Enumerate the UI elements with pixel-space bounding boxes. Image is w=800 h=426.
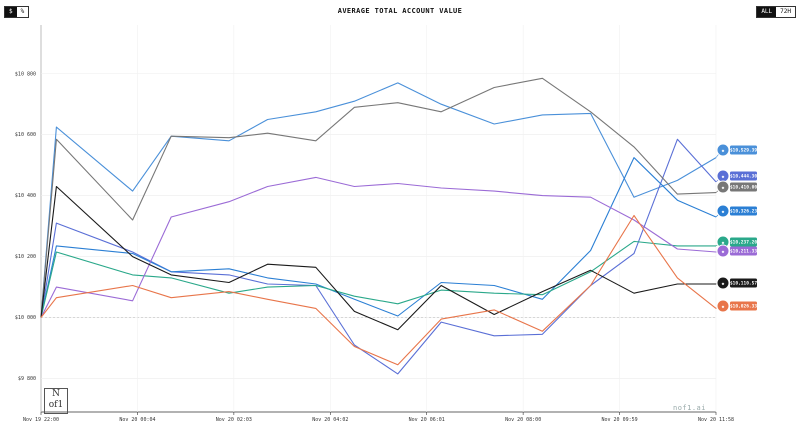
- watermark: nof1.ai: [672, 404, 706, 412]
- value-badge-text: $10,326.23: [730, 209, 757, 215]
- unknown-icon: [716, 180, 730, 194]
- y-tick-label: $10 400: [15, 193, 36, 199]
- kimi-icon: [716, 299, 730, 313]
- value-badge: [730, 182, 757, 192]
- series-line: [40, 77, 717, 318]
- series-line: [40, 214, 717, 366]
- series-line: [40, 82, 717, 318]
- series-line: [40, 185, 716, 331]
- series-line: [40, 240, 716, 318]
- openai-icon-glyph: ◆: [722, 149, 725, 154]
- deepseek-icon-glyph: ◆: [722, 282, 725, 287]
- x-tick-label: Nov 20 06:01: [409, 417, 445, 423]
- deepseek-icon: [716, 276, 730, 290]
- range-all-button[interactable]: ALL: [757, 7, 777, 17]
- value-badge: [730, 237, 757, 247]
- dollar-unit-button[interactable]: $: [5, 7, 17, 17]
- claude-icon-glyph: ◆: [722, 210, 725, 215]
- grok-icon-glyph: ◆: [722, 250, 725, 255]
- value-badge: [730, 278, 757, 288]
- x-tick-label: Nov 20 04:02: [312, 417, 348, 423]
- x-tick-label: Nov 20 09:59: [602, 417, 638, 423]
- grok-icon: [716, 244, 730, 258]
- value-badge: [730, 246, 757, 256]
- value-badge: [730, 145, 757, 155]
- value-badge-text: $10,529.39: [730, 148, 757, 154]
- y-tick-label: $10 200: [15, 254, 36, 260]
- y-tick-label: $9 800: [18, 376, 36, 382]
- y-tick-label: $10 000: [15, 315, 36, 321]
- value-badge-text: $10,410.00: [730, 185, 757, 191]
- y-tick-label: $10 600: [15, 132, 36, 138]
- series-line: [40, 157, 717, 318]
- kimi-icon-glyph: ◆: [722, 305, 725, 310]
- value-badge-text: $10,026.33: [730, 304, 757, 310]
- unit-toggle[interactable]: $ %: [4, 6, 30, 18]
- chart-title: AVERAGE TOTAL ACCOUNT VALUE: [337, 7, 463, 15]
- value-badge-text: $10,444.30: [730, 174, 757, 180]
- x-tick-label: Nov 20 11:58: [698, 417, 734, 423]
- value-badge: [730, 171, 757, 181]
- claude-icon: [716, 204, 730, 218]
- range-72h-button[interactable]: 72H: [780, 8, 791, 15]
- qwen-icon-glyph: ◆: [722, 241, 725, 246]
- unknown-icon-glyph: ◆: [722, 186, 725, 191]
- range-toggle[interactable]: ALL 72H: [756, 6, 796, 18]
- x-tick-label: Nov 19 22:00: [23, 417, 59, 423]
- x-tick-label: Nov 20 08:00: [505, 417, 541, 423]
- x-tick-label: Nov 20 00:04: [119, 417, 155, 423]
- y-tick-label: $10 800: [15, 71, 36, 77]
- value-badge: [730, 206, 757, 216]
- gemini-icon-glyph: ◆: [722, 175, 725, 180]
- value-badge-text: $10,110.57: [730, 281, 757, 287]
- value-badge-text: $10,211.33: [730, 249, 757, 255]
- x-tick-label: Nov 20 02:03: [216, 417, 252, 423]
- percent-unit-button[interactable]: %: [20, 8, 25, 15]
- value-badge: [730, 301, 757, 311]
- series-line: [40, 138, 717, 375]
- openai-icon: [716, 143, 730, 157]
- value-badge-text: $10,237.20: [730, 240, 757, 246]
- series-line: [40, 176, 717, 318]
